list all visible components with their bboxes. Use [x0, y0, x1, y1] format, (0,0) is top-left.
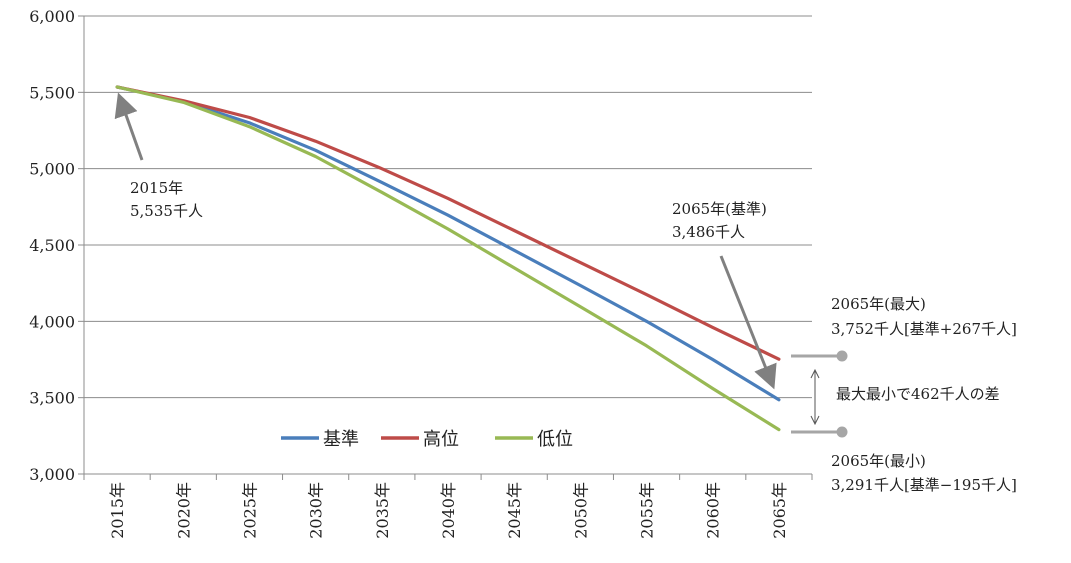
- series-line-高位: [115, 85, 781, 361]
- y-tick-label: 6,000: [29, 7, 75, 26]
- x-tick-label: 2055年: [638, 482, 657, 539]
- x-tick-label: 2020年: [174, 482, 193, 539]
- max-label-year: 2065年(最大): [831, 295, 926, 313]
- y-tick-label: 4,500: [29, 236, 75, 255]
- y-tick-label: 3,500: [29, 389, 75, 408]
- start-arrow: [114, 92, 144, 161]
- annotations: 2015年 5,535千人 2065年(基準) 3,486千人 2065年(最大) 3,7…: [114, 92, 1017, 494]
- max-marker-dot: [836, 350, 848, 362]
- x-tick-label: 2060年: [704, 482, 723, 539]
- y-tick-label: 5,000: [29, 160, 75, 179]
- y-axis: 3,000 3,500 4,000 4,500 5,000 5,500 6,000: [29, 7, 85, 484]
- y-tick-label: 5,500: [29, 83, 75, 102]
- x-tick-label: 2045年: [505, 482, 524, 539]
- min-marker-dot: [836, 426, 848, 438]
- series-line-低位: [115, 85, 781, 432]
- series-lines: [115, 85, 781, 432]
- min-label-year: 2065年(最小): [831, 452, 926, 470]
- legend-label-基準: 基準: [323, 429, 359, 450]
- base-end-label-value: 3,486千人: [672, 223, 745, 241]
- diff-label: 最大最小で462千人の差: [836, 385, 1000, 403]
- x-tick-label: 2015年: [108, 482, 127, 539]
- start-label-year: 2015年: [130, 179, 183, 197]
- max-label-value: 3,752千人[基準+267千人]: [831, 320, 1017, 338]
- x-tick-label: 2040年: [439, 482, 458, 539]
- legend: 基準 高位 低位: [281, 429, 573, 450]
- x-tick-label: 2030年: [307, 482, 326, 539]
- legend-label-低位: 低位: [537, 429, 573, 450]
- base-end-arrow: [719, 255, 777, 390]
- min-label-value: 3,291千人[基準−195千人]: [831, 476, 1017, 494]
- base-end-label-year: 2065年(基準): [672, 200, 767, 218]
- x-tick-label: 2065年: [770, 482, 789, 539]
- x-tick-label: 2035年: [373, 482, 392, 539]
- legend-label-高位: 高位: [423, 429, 459, 450]
- start-label-value: 5,535千人: [130, 202, 203, 220]
- x-tick-label: 2050年: [571, 482, 590, 539]
- y-tick-label: 4,000: [29, 312, 75, 331]
- y-tick-label: 3,000: [29, 465, 75, 484]
- gridlines: [84, 15, 812, 475]
- x-axis: 2015年 2020年 2025年 2030年 2035年 2040年 2045年 2050年…: [83, 473, 813, 539]
- series-line-基準: [115, 85, 781, 402]
- x-tick-label: 2025年: [240, 482, 259, 539]
